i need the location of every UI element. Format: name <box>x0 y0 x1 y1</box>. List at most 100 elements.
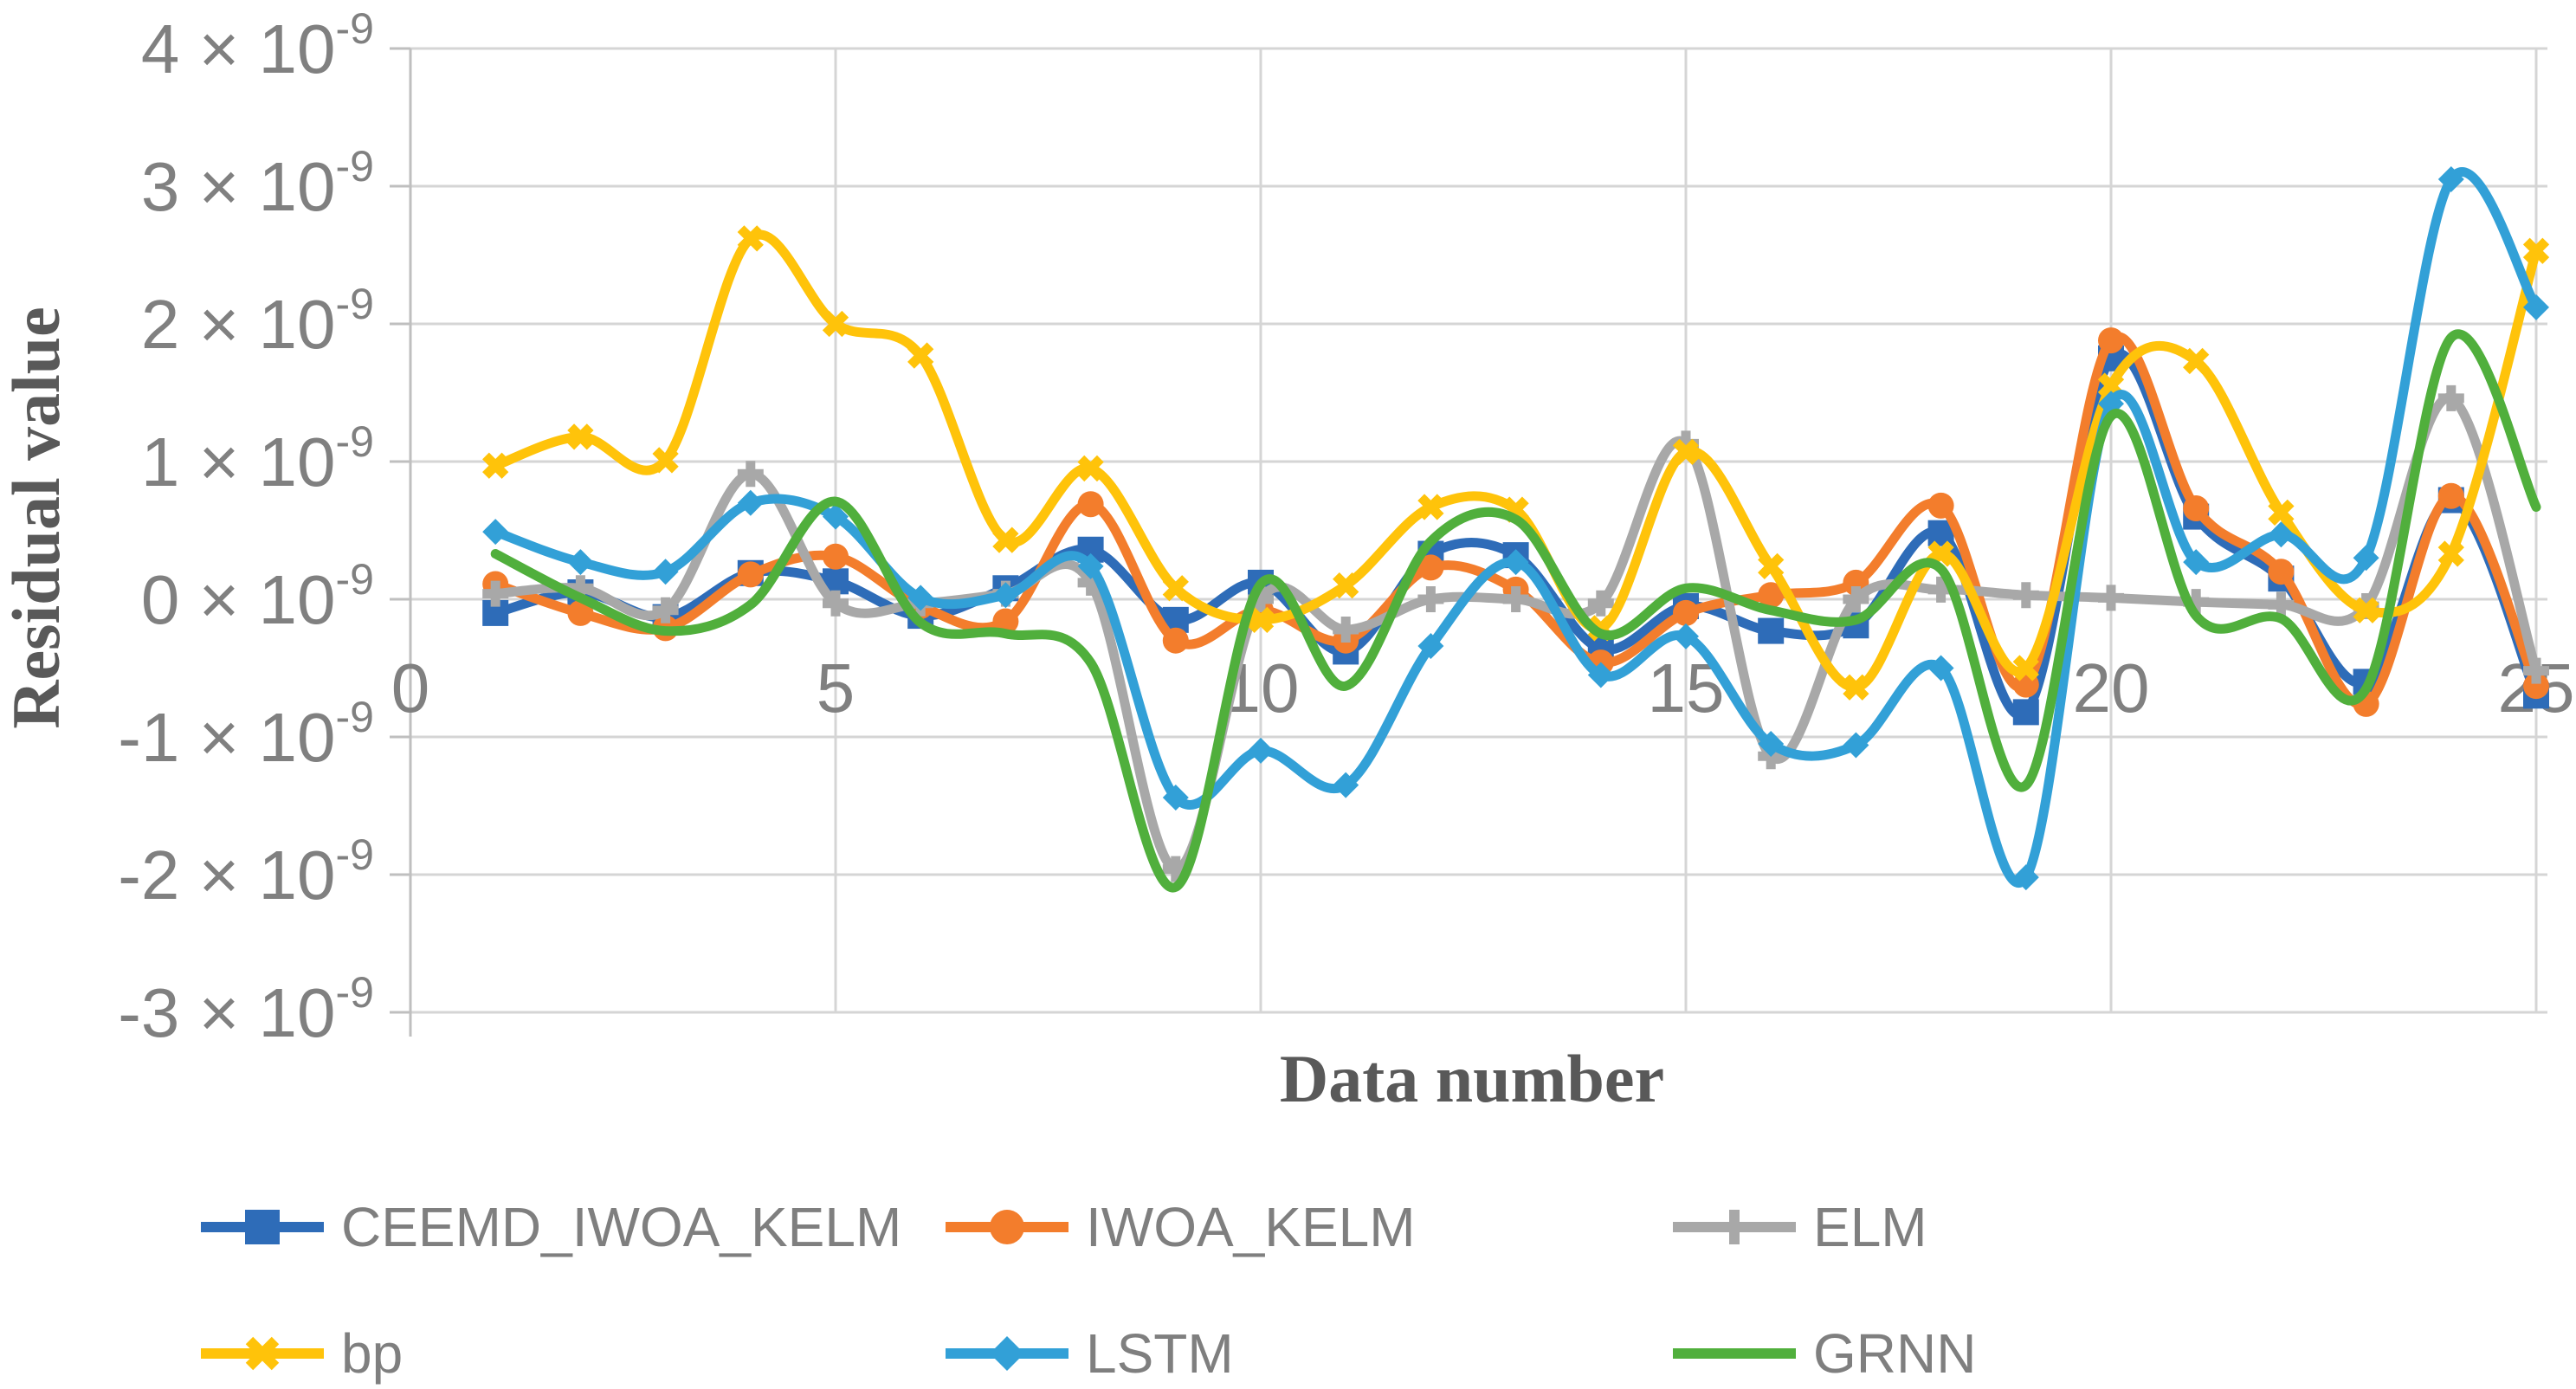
legend-label: GRNN <box>1813 1322 1977 1385</box>
plus-marker-icon <box>482 580 509 607</box>
gridlines <box>409 47 2547 1014</box>
x-marker-icon <box>1162 575 1189 602</box>
legend-item-ceemd-iwoa-kelm: CEEMD_IWOA_KELM <box>197 1199 901 1255</box>
legend-label: LSTM <box>1086 1322 1234 1385</box>
line-marker-icon <box>1673 1348 1796 1359</box>
plus-marker-icon <box>652 597 679 623</box>
x-marker-icon <box>1758 552 1785 579</box>
plus-marker-icon <box>2098 585 2124 611</box>
diamond-marker-icon <box>990 1336 1024 1371</box>
plus-marker-icon <box>1673 1210 1796 1244</box>
y-axis-title: Residual value <box>0 307 74 729</box>
diamond-marker-icon <box>1587 662 1614 688</box>
x-tick-label: 20 <box>2073 649 2150 727</box>
diamond-marker-icon <box>1673 623 1699 649</box>
plus-marker-icon <box>1587 590 1614 617</box>
plus-marker-icon <box>737 461 764 488</box>
series-markers-LSTM <box>482 166 2549 891</box>
y-tick-label: 3 × 10-9 <box>141 142 374 225</box>
x-marker-icon <box>2268 499 2295 526</box>
diamond-marker-icon <box>2012 864 2039 891</box>
circle-marker-icon <box>2098 327 2124 354</box>
x-marker-icon <box>652 447 679 474</box>
series-line-ELM <box>490 393 2541 875</box>
x-tick-label: 0 <box>391 649 430 727</box>
diamond-marker-icon <box>482 519 509 546</box>
diamond-marker-icon <box>1077 552 1104 579</box>
diamond-marker-icon <box>823 503 849 530</box>
square-marker-icon <box>2012 699 2039 726</box>
series-GRNN <box>490 329 2541 893</box>
legend-label: bp <box>341 1322 404 1385</box>
circle-marker-icon <box>1927 492 1954 519</box>
x-marker-icon <box>2012 655 2039 682</box>
circle-marker-icon <box>823 543 849 570</box>
y-tick-label: 2 × 10-9 <box>141 280 374 363</box>
diamond-marker-icon <box>1248 737 1274 764</box>
x-marker-icon <box>2522 237 2550 264</box>
x-tick-label: 5 <box>817 649 855 727</box>
circle-marker-icon <box>1077 491 1104 518</box>
legend-label: CEEMD_IWOA_KELM <box>341 1196 902 1258</box>
diamond-marker-icon <box>907 585 934 611</box>
series-line-GRNN <box>490 329 2541 893</box>
y-tick-label: -3 × 10-9 <box>118 968 374 1051</box>
diamond-marker-icon <box>737 489 764 516</box>
x-marker-icon <box>907 342 934 369</box>
diamond-marker-icon <box>2523 294 2549 320</box>
y-axis <box>390 47 412 1037</box>
diamond-marker-icon <box>2268 521 2295 548</box>
diamond-marker-icon <box>652 559 679 585</box>
plus-marker-icon <box>1333 616 1359 643</box>
legend-item-iwoa-kelm: IWOA_KELM <box>942 1199 1416 1255</box>
plus-marker-icon <box>823 590 849 617</box>
x-marker-icon <box>992 527 1019 553</box>
y-tick-label: 4 × 10-9 <box>141 4 374 87</box>
plus-marker-icon <box>1502 586 1529 612</box>
circle-marker-icon <box>990 1210 1024 1244</box>
diamond-marker-icon <box>1843 732 1869 759</box>
x-axis-title: Data number <box>1279 1041 1665 1116</box>
x-tick-labels: 0510152025 <box>391 649 2575 727</box>
series-markers-bp <box>482 225 2550 701</box>
x-marker-icon <box>1247 606 1275 633</box>
diamond-marker-icon <box>2437 166 2464 193</box>
y-tick-label: -2 × 10-9 <box>118 830 374 914</box>
diamond-marker-icon <box>1758 730 1785 757</box>
diamond-marker-icon <box>1417 633 1444 660</box>
legend-item-elm: ELM <box>1669 1199 1927 1255</box>
diamond-marker-icon <box>1162 784 1189 811</box>
x-marker-icon <box>1417 494 1444 520</box>
circle-marker-icon <box>737 561 764 588</box>
y-tick-labels: 4 × 10-9 3 × 10-9 2 × 10-9 1 × 10-9 0 × 10-9… <box>118 4 374 1051</box>
legend-item-grnn: GRNN <box>1669 1326 1976 1381</box>
y-tick-label: -1 × 10-9 <box>118 693 374 776</box>
plus-marker-icon <box>1843 586 1869 612</box>
circle-marker-icon <box>2523 673 2549 700</box>
x-marker-icon <box>1672 438 1700 466</box>
circle-marker-icon <box>2183 495 2210 522</box>
x-marker-icon <box>737 225 764 252</box>
diamond-marker-icon <box>567 549 594 576</box>
diamond-marker-icon <box>1502 549 1529 576</box>
circle-marker-icon <box>1417 554 1444 581</box>
diamond-marker-icon <box>2183 549 2210 576</box>
y-tick-label: 1 × 10-9 <box>141 417 374 501</box>
x-marker-icon <box>2437 540 2464 567</box>
circle-marker-icon <box>567 599 594 626</box>
x-marker-icon <box>2353 597 2379 623</box>
legend-label: ELM <box>1813 1196 1927 1258</box>
plus-marker-icon <box>2523 657 2549 684</box>
circle-marker-icon <box>1162 627 1189 654</box>
legend-item-lstm: LSTM <box>942 1326 1234 1381</box>
x-marker-icon <box>1843 674 1869 701</box>
square-marker-icon <box>201 1210 324 1244</box>
series-ELM <box>482 384 2549 882</box>
plus-marker-icon <box>1417 586 1444 612</box>
series-markers-ELM <box>482 384 2549 882</box>
circle-marker-icon <box>946 1210 1068 1244</box>
legend-item-bp: bp <box>197 1326 403 1381</box>
diamond-marker-icon <box>2353 545 2379 572</box>
plus-marker-icon <box>1717 1210 1752 1244</box>
diamond-marker-icon <box>946 1336 1068 1371</box>
